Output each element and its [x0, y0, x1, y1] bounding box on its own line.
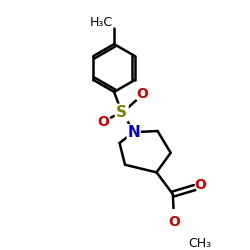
Text: O: O	[194, 178, 206, 192]
Text: H₃C: H₃C	[90, 16, 113, 29]
Text: S: S	[116, 105, 127, 120]
Text: O: O	[168, 215, 180, 229]
Text: O: O	[97, 115, 109, 129]
Text: O: O	[136, 87, 148, 101]
Text: CH₃: CH₃	[188, 236, 211, 250]
Text: N: N	[127, 125, 140, 140]
